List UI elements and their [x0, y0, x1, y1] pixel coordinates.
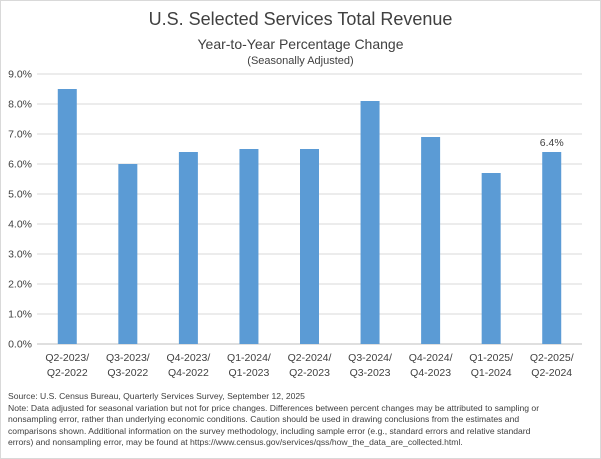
y-tick-label: 9.0%: [8, 69, 32, 81]
chart-subtitle-2: (Seasonally Adjusted): [247, 55, 354, 67]
x-tick-label: Q3-2023: [350, 367, 391, 379]
x-tick-label: Q1-2024: [471, 367, 512, 379]
x-tick-label: Q4-2024/: [409, 352, 453, 364]
x-tick-label: Q2-2024: [531, 367, 572, 379]
x-tick-label: Q3-2022: [107, 367, 148, 379]
bar: [481, 173, 501, 344]
bar: [542, 152, 562, 344]
x-tick-label: Q4-2022: [168, 367, 209, 379]
x-tick-label: Q2-2023: [289, 367, 330, 379]
bar: [300, 149, 319, 344]
x-tick-label: Q2-2024/: [288, 352, 332, 364]
x-tick-label: Q4-2023/: [166, 352, 210, 364]
x-tick-label: Q3-2023/: [106, 352, 150, 364]
footnote-line: comparisons shown. Additional informatio…: [8, 425, 531, 436]
x-tick-label: Q3-2024/: [348, 352, 392, 364]
bar: [178, 152, 198, 344]
y-tick-label: 7.0%: [8, 129, 32, 141]
x-tick-label: Q1-2025/: [469, 352, 513, 364]
chart-subtitle: Year-to-Year Percentage Change: [197, 36, 404, 52]
y-tick-label: 0.0%: [8, 339, 32, 351]
x-tick-label: Q2-2022: [47, 367, 88, 379]
bar-chart: 0.0% 1.0% 2.0% 3.0% 4.0% 5.0% 6.0% 7.0% 8.0% 9.0%…: [8, 69, 582, 379]
footnote-line: errors) and nonsampling error, may be fo…: [8, 437, 463, 448]
footnote-line: Note: Data adjusted for seasonal variati…: [8, 402, 540, 413]
bar: [360, 101, 380, 344]
footnote-source: Source: U.S. Census Bureau, Quarterly Se…: [8, 391, 305, 401]
bar: [57, 89, 77, 344]
bar: [239, 149, 259, 344]
y-tick-label: 6.0%: [8, 159, 32, 171]
footnote: Source: U.S. Census Bureau, Quarterly Se…: [8, 391, 596, 449]
bar: [118, 164, 138, 344]
x-tick-label: Q2-2025/: [530, 352, 574, 364]
x-tick-label: Q1-2023: [229, 367, 270, 379]
x-tick-label: Q1-2024/: [227, 352, 271, 364]
data-label: 6.4%: [540, 137, 564, 149]
y-tick-label: 4.0%: [8, 219, 32, 231]
bar: [421, 137, 441, 344]
y-tick-label: 2.0%: [8, 279, 32, 291]
footnote-line: nonsampling error, rather than underlyin…: [8, 414, 520, 425]
y-tick-label: 8.0%: [8, 99, 32, 111]
y-tick-label: 5.0%: [8, 189, 32, 201]
x-tick-label: Q4-2023: [410, 367, 451, 379]
y-tick-label: 1.0%: [8, 309, 32, 321]
y-tick-label: 3.0%: [8, 249, 32, 261]
chart-title: U.S. Selected Services Total Revenue: [148, 9, 453, 29]
x-tick-label: Q2-2023/: [45, 352, 89, 364]
